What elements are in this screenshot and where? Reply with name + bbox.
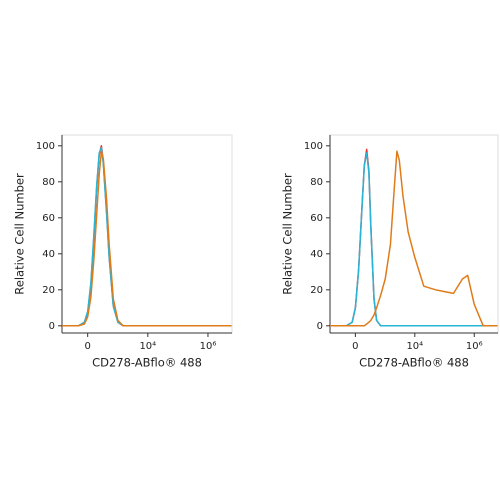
y-axis-label: Relative Cell Number [13,173,27,295]
plot-frame [61,134,233,334]
histogram-line [62,146,232,327]
histogram-line [62,150,232,327]
y-tick-label: 100 [36,141,55,152]
x-tick-label: 10⁶ [466,341,483,352]
y-tick-label: 40 [42,249,55,260]
y-axis-label: Relative Cell Number [281,173,295,295]
y-tick-label: 40 [310,249,323,260]
histogram-line [62,145,232,327]
y-tick-label: 80 [42,177,55,188]
y-tick-label: 20 [310,285,323,296]
y-tick-label: 100 [304,141,323,152]
histogram-line [330,148,498,327]
y-tick-label: 80 [310,177,323,188]
y-tick-label: 0 [49,321,55,332]
y-tick-label: 20 [42,285,55,296]
y-tick-label: 60 [42,213,55,224]
histogram-line [330,150,498,327]
x-tick-label: 0 [84,341,90,352]
y-tick-label: 60 [310,213,323,224]
x-tick-label: 0 [352,341,358,352]
x-axis-label: CD278-ABflo® 488 [92,356,202,370]
x-tick-label: 10⁴ [406,341,423,352]
x-axis-label: CD278-ABflo® 488 [359,356,469,370]
y-tick-label: 0 [317,321,323,332]
x-tick-label: 10⁴ [139,341,156,352]
histogram-line [330,152,498,327]
x-tick-label: 10⁶ [200,341,217,352]
